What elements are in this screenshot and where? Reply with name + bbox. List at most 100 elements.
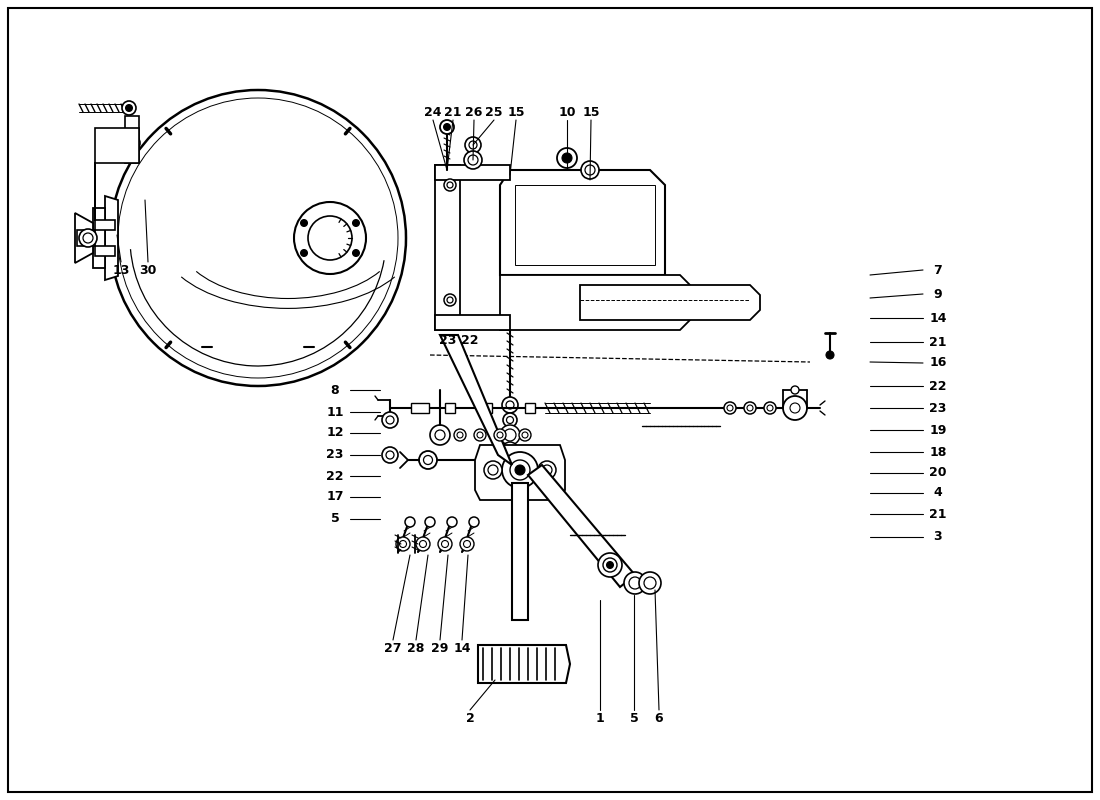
Circle shape (549, 454, 561, 466)
Text: 4: 4 (934, 486, 943, 499)
Polygon shape (434, 165, 510, 180)
Circle shape (624, 572, 646, 594)
Circle shape (515, 465, 525, 475)
Text: 21: 21 (930, 335, 947, 349)
Circle shape (443, 123, 451, 130)
Circle shape (425, 517, 435, 527)
Circle shape (440, 120, 454, 134)
Circle shape (581, 161, 600, 179)
Text: 16: 16 (930, 357, 947, 370)
Text: 17: 17 (327, 490, 343, 503)
Circle shape (125, 105, 132, 111)
Polygon shape (94, 208, 104, 268)
Polygon shape (75, 213, 94, 263)
Text: 23: 23 (930, 402, 947, 414)
Circle shape (474, 429, 486, 441)
Polygon shape (500, 170, 666, 275)
Circle shape (826, 351, 834, 359)
Text: 28: 28 (407, 642, 425, 654)
Circle shape (606, 562, 614, 569)
Text: 3: 3 (934, 530, 943, 543)
Circle shape (352, 219, 360, 226)
Circle shape (562, 153, 572, 163)
Text: 22: 22 (461, 334, 478, 346)
Text: 25: 25 (485, 106, 503, 118)
Circle shape (791, 386, 799, 394)
Circle shape (464, 151, 482, 169)
Text: 5: 5 (331, 513, 340, 526)
Text: 23: 23 (327, 449, 343, 462)
Circle shape (744, 402, 756, 414)
Polygon shape (77, 128, 139, 256)
Polygon shape (528, 465, 635, 587)
Circle shape (494, 429, 506, 441)
Text: 10: 10 (558, 106, 575, 118)
Text: 7: 7 (934, 263, 943, 277)
Circle shape (405, 517, 415, 527)
Text: 18: 18 (930, 446, 947, 458)
Polygon shape (440, 335, 512, 465)
Polygon shape (580, 285, 760, 320)
Text: 21: 21 (930, 507, 947, 521)
Circle shape (430, 425, 450, 445)
Text: 20: 20 (930, 466, 947, 479)
Circle shape (110, 90, 406, 386)
Text: 13: 13 (112, 263, 130, 277)
Text: 2: 2 (465, 711, 474, 725)
Polygon shape (500, 275, 690, 330)
Text: 11: 11 (327, 406, 343, 418)
Circle shape (382, 412, 398, 428)
Polygon shape (475, 445, 565, 500)
Circle shape (519, 429, 531, 441)
Text: 15: 15 (507, 106, 525, 118)
Circle shape (598, 553, 622, 577)
Polygon shape (434, 315, 510, 330)
Circle shape (308, 216, 352, 260)
Circle shape (122, 101, 136, 115)
Circle shape (465, 137, 481, 153)
Circle shape (454, 429, 466, 441)
Circle shape (603, 558, 617, 572)
Text: 21: 21 (444, 106, 462, 118)
Circle shape (447, 517, 456, 527)
Circle shape (502, 397, 518, 413)
Circle shape (124, 135, 140, 151)
Circle shape (300, 219, 308, 226)
Circle shape (538, 461, 556, 479)
Text: 14: 14 (453, 642, 471, 654)
Circle shape (557, 148, 578, 168)
Text: 9: 9 (934, 287, 943, 301)
Circle shape (444, 294, 456, 306)
Circle shape (352, 250, 360, 257)
Circle shape (764, 402, 776, 414)
Text: 6: 6 (654, 711, 663, 725)
Polygon shape (478, 645, 570, 683)
Text: 22: 22 (327, 470, 343, 482)
Circle shape (469, 517, 478, 527)
Polygon shape (104, 196, 118, 280)
Text: 26: 26 (465, 106, 483, 118)
Circle shape (416, 537, 430, 551)
Text: 5: 5 (629, 711, 638, 725)
Polygon shape (125, 116, 139, 163)
Circle shape (79, 229, 97, 247)
Text: 29: 29 (431, 642, 449, 654)
Circle shape (790, 403, 800, 413)
Text: 23: 23 (439, 334, 456, 346)
Circle shape (500, 425, 520, 445)
Text: 19: 19 (930, 423, 947, 437)
Text: 12: 12 (327, 426, 343, 439)
Text: 14: 14 (930, 311, 947, 325)
Circle shape (300, 250, 308, 257)
Text: 8: 8 (331, 383, 339, 397)
Circle shape (460, 537, 474, 551)
Circle shape (503, 413, 517, 427)
Text: 15: 15 (582, 106, 600, 118)
Circle shape (502, 452, 538, 488)
Bar (525, 403, 535, 413)
Circle shape (294, 202, 366, 274)
Circle shape (639, 572, 661, 594)
Circle shape (510, 460, 530, 480)
Bar (411, 403, 429, 413)
Circle shape (419, 451, 437, 469)
